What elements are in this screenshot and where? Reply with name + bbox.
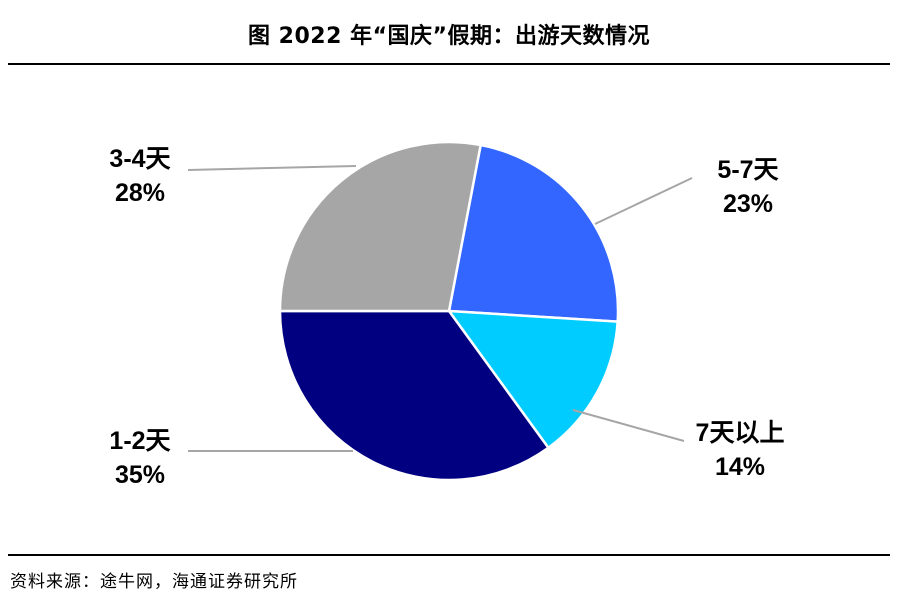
leader-line-4 xyxy=(187,165,357,171)
slice-category-label: 7天以上 xyxy=(696,419,785,447)
slice-percent-label: 14% xyxy=(715,453,765,481)
slice-percent-label: 28% xyxy=(115,179,165,207)
slice-category-label: 5-7天 xyxy=(717,156,778,184)
slice-category-label: 3-4天 xyxy=(109,145,170,173)
leader-line-2 xyxy=(572,409,685,442)
chart-title: 图 2022 年“国庆”假期：出游天数情况 xyxy=(248,24,650,49)
slice-percent-label: 35% xyxy=(115,461,165,489)
pie-slices xyxy=(278,140,620,482)
top-divider xyxy=(8,63,890,65)
source-note: 资料来源：途牛网，海通证券研究所 xyxy=(10,572,298,592)
slice-category-label: 1-2天 xyxy=(109,427,170,455)
bottom-divider xyxy=(8,554,890,556)
pie-slice-2 xyxy=(446,309,619,450)
slice-percent-label: 23% xyxy=(723,190,773,218)
leader-line-1 xyxy=(594,177,693,225)
pie-slice-1 xyxy=(447,143,620,323)
pie-slice-4 xyxy=(278,140,483,313)
pie-slice-3 xyxy=(278,309,551,482)
